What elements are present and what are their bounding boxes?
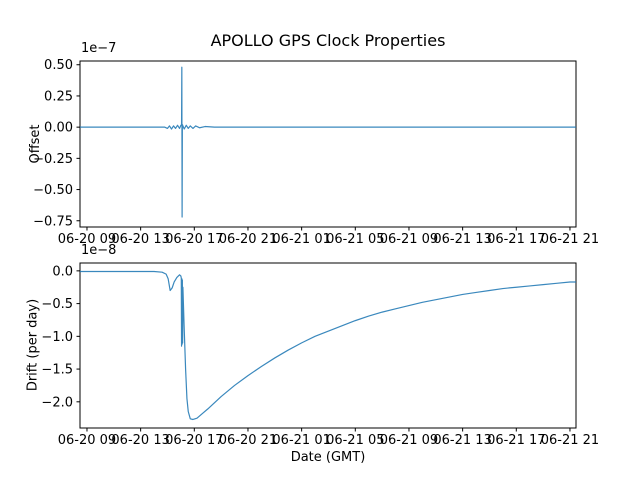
x-tick-label: 06-21 01 bbox=[272, 433, 330, 448]
x-tick-label: 06-20 09 bbox=[58, 433, 116, 448]
y-tick-label: 0.25 bbox=[44, 89, 73, 104]
x-tick-label: 06-20 13 bbox=[111, 433, 169, 448]
y-tick-label: −0.50 bbox=[33, 183, 73, 198]
x-tick-label: 06-21 09 bbox=[380, 232, 438, 247]
x-tick-label: 06-21 01 bbox=[272, 232, 330, 247]
x-tick-label: 06-20 17 bbox=[165, 433, 223, 448]
y-tick-label: −0.5 bbox=[41, 297, 73, 312]
y-tick-label: −0.75 bbox=[33, 214, 73, 229]
x-tick-label: 06-21 13 bbox=[433, 433, 491, 448]
drift-axis-scale-text: 1e−8 bbox=[81, 243, 117, 258]
x-tick-label: 06-21 05 bbox=[326, 232, 384, 247]
y-tick-label: 0.50 bbox=[44, 58, 73, 73]
axes-frame bbox=[79, 262, 577, 429]
y-tick-label: 0.0 bbox=[52, 264, 73, 279]
axes-frame bbox=[79, 60, 577, 228]
x-tick-label: 06-20 09 bbox=[58, 232, 116, 247]
x-tick-label: 06-21 17 bbox=[487, 232, 545, 247]
x-tick-label: 06-21 17 bbox=[487, 433, 545, 448]
x-tick-label: 06-20 17 bbox=[165, 232, 223, 247]
offset-axis-scale-text: 1e−7 bbox=[81, 41, 117, 56]
x-tick-label: 06-20 21 bbox=[219, 433, 277, 448]
y-tick-label: −0.25 bbox=[33, 152, 73, 167]
y-tick-label: −2.0 bbox=[41, 395, 73, 410]
x-tick-label: 06-21 13 bbox=[433, 232, 491, 247]
x-tick-label: 06-21 09 bbox=[380, 433, 438, 448]
x-tick-label: 06-20 13 bbox=[111, 232, 169, 247]
y-tick-label: 0.00 bbox=[44, 121, 73, 136]
clock-drift-line bbox=[80, 270, 576, 421]
clock-offset-line bbox=[80, 66, 576, 218]
x-tick-label: 06-21 21 bbox=[541, 232, 599, 247]
x-tick-label: 06-21 21 bbox=[541, 433, 599, 448]
x-axis-label: Date (GMT) bbox=[290, 450, 366, 465]
x-tick-label: 06-21 05 bbox=[326, 433, 384, 448]
y-tick-label: −1.5 bbox=[41, 363, 73, 378]
x-tick-label: 06-20 21 bbox=[219, 232, 277, 247]
y-tick-label: −1.0 bbox=[41, 330, 73, 345]
figure-title: APOLLO GPS Clock Properties bbox=[210, 31, 446, 50]
